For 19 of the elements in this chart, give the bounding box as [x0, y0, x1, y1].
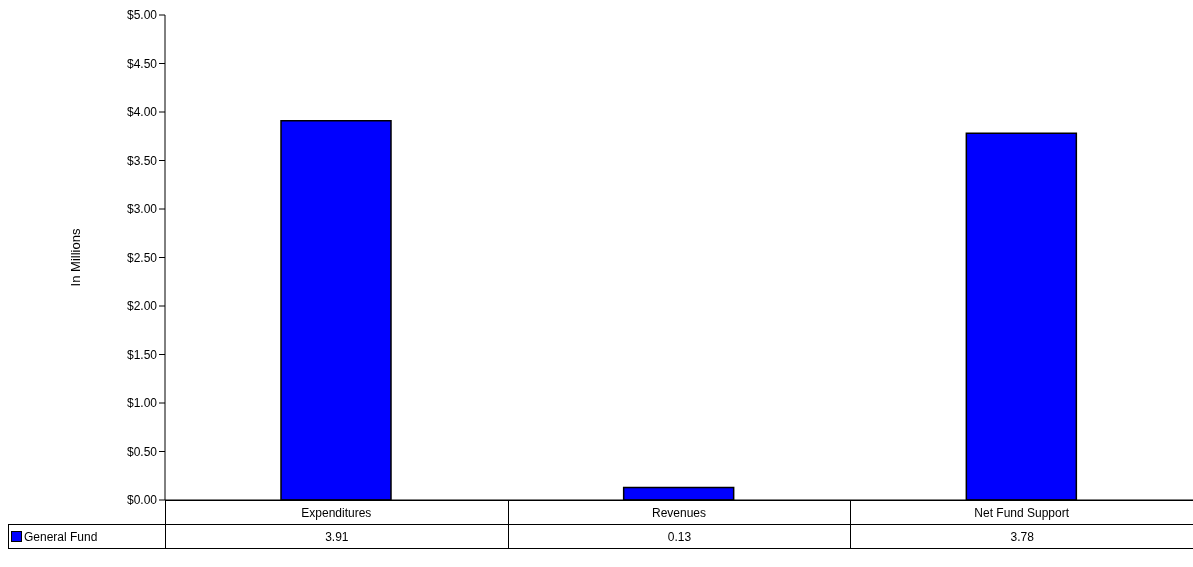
data-label: 3.91: [165, 524, 509, 549]
data-label: 3.78: [850, 524, 1193, 549]
y-tick-label: $3.50: [126, 153, 158, 168]
x-tick-label: Revenues: [651, 505, 707, 520]
x-tick-label: Net Fund Support: [974, 505, 1070, 520]
y-tick-label: $2.50: [126, 250, 158, 265]
legend-label: General Fund: [24, 529, 98, 544]
y-tick-label: $1.50: [126, 347, 158, 362]
y-tick-label: $1.00: [126, 396, 158, 411]
y-tick-label: $2.00: [126, 299, 158, 314]
x-tick-label: Expenditures: [301, 505, 372, 520]
data-label: 0.13: [508, 524, 851, 549]
y-tick-label: $0.50: [126, 444, 158, 459]
y-tick-label: $5.00: [126, 8, 158, 23]
y-tick-label: $3.00: [126, 202, 158, 217]
y-tick-label: $4.50: [126, 56, 158, 71]
y-axis-title: In Millions: [67, 228, 83, 287]
y-tick-label: $4.00: [126, 105, 158, 120]
y-tick-label: $0.00: [126, 493, 158, 508]
